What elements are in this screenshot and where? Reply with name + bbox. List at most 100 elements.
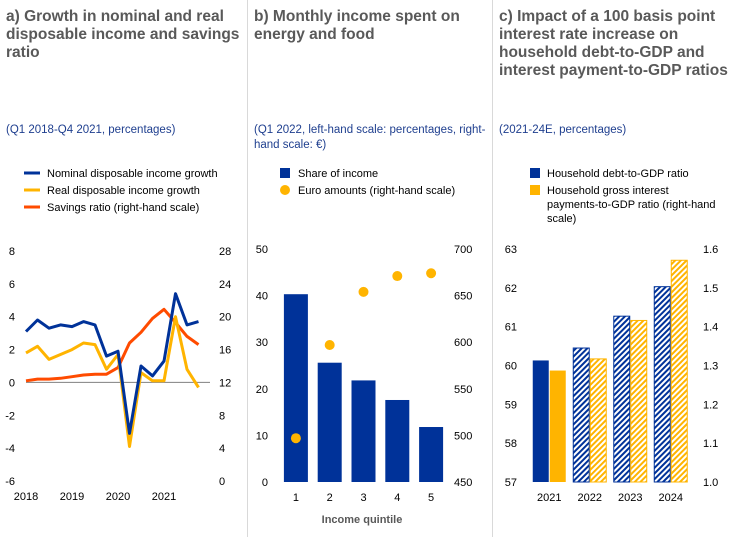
chart-a-x-tick: 2018	[14, 491, 38, 503]
chart-a-yright-tick: 20	[219, 312, 231, 324]
chart-c-axes: 57 58 59 60 61 62 63 1.0 1.1 1.2 1.3 1.4 1.5 1.6 2021 2…	[505, 244, 719, 504]
divider-a-b	[247, 0, 248, 537]
chart-a-subtitle: (Q1 2018-Q4 2021, percentages)	[6, 124, 176, 136]
panel-a: a) Growth in nominal and real disposable…	[0, 0, 247, 537]
chart-c-yleft-tick: 62	[505, 283, 517, 295]
chart-c-bars	[532, 259, 688, 483]
chart-b-yright-tick: 600	[454, 337, 472, 349]
chart-a-yright-tick: 16	[219, 345, 231, 357]
legend-b: Share of income Euro amounts (right-hand…	[280, 168, 455, 197]
chart-c-title: c) Impact of a 100 basis point interest …	[499, 8, 728, 79]
chart-b-dot	[358, 286, 369, 297]
chart-a-yleft-tick: 2	[9, 345, 15, 357]
chart-b-yleft-tick: 10	[256, 430, 268, 442]
chart-b-bar	[317, 362, 342, 482]
legend-a: Nominal disposable income growth Real di…	[24, 168, 218, 214]
chart-c-yright-tick: 1.6	[703, 244, 718, 256]
chart-a-yright-tick: 24	[219, 279, 231, 291]
chart-a-yleft-tick: -2	[5, 410, 15, 422]
chart-c-yleft-tick: 58	[505, 438, 517, 450]
chart-c-yright-tick: 1.2	[703, 399, 718, 411]
chart-b-yleft-tick: 50	[256, 244, 268, 256]
chart-b-yright-tick: 550	[454, 384, 472, 396]
legend-label-debt: Household debt-to-GDP ratio	[547, 168, 689, 180]
chart-c-yleft-tick: 59	[505, 399, 517, 411]
chart-b-dot	[392, 271, 403, 282]
chart-c-x-tick: 2024	[659, 492, 683, 504]
chart-c-yright-tick: 1.3	[703, 361, 718, 373]
chart-b-bar	[385, 399, 410, 482]
chart-b-yleft-tick: 20	[256, 384, 268, 396]
chart-c-bar-debt	[653, 286, 671, 483]
chart-a-x-tick: 2019	[60, 491, 84, 503]
legend-label-real: Real disposable income growth	[47, 185, 200, 197]
chart-b-yleft-tick: 40	[256, 291, 268, 303]
chart-b-x-tick: 3	[360, 492, 366, 504]
chart-c-bar-debt	[532, 360, 549, 482]
chart-b-marks	[283, 268, 444, 482]
chart-c-bar-interest	[589, 358, 607, 483]
chart-b-yright-tick: 450	[454, 477, 472, 489]
chart-c-svg: Household debt-to-GDP ratio Household gr…	[505, 168, 719, 504]
legend-swatch-debt	[530, 168, 540, 178]
chart-a-yleft-tick: -4	[5, 443, 15, 455]
legend-label-share: Share of income	[298, 168, 378, 180]
chart-b-subtitle: (Q1 2022, left-hand scale: percentages, …	[254, 124, 486, 151]
chart-a-yright-tick: 8	[219, 410, 225, 422]
chart-a-svg: Nominal disposable income growth Real di…	[5, 168, 231, 503]
chart-b-yleft-tick: 30	[256, 337, 268, 349]
chart-b-dot	[324, 339, 335, 350]
legend-label-interest-line2: payments-to-GDP ratio (right-hand	[547, 199, 716, 211]
chart-c-bar-interest	[549, 370, 566, 482]
chart-a-yleft-tick: 8	[9, 246, 15, 258]
chart-a-title: a) Growth in nominal and real disposable…	[6, 8, 240, 61]
panel-c: c) Impact of a 100 basis point interest …	[493, 0, 744, 537]
chart-b-yright-tick: 700	[454, 244, 472, 256]
chart-c-bar-debt	[613, 315, 631, 483]
chart-b-x-tick: 5	[428, 492, 434, 504]
chart-c-yright-tick: 1.1	[703, 438, 718, 450]
chart-b-yright-tick: 500	[454, 430, 472, 442]
legend-label-interest-line1: Household gross interest	[547, 185, 669, 197]
chart-c-yleft-tick: 57	[505, 477, 517, 489]
chart-b-title: b) Monthly income spent on energy and fo…	[254, 8, 460, 43]
chart-a-yright-tick: 12	[219, 377, 231, 389]
chart-a-yright-tick: 0	[219, 476, 225, 488]
divider-b-c	[492, 0, 493, 537]
legend-swatch-euro	[280, 185, 290, 195]
chart-c-yright-tick: 1.0	[703, 477, 718, 489]
chart-b-bar	[419, 427, 444, 482]
chart-c-yleft-tick: 63	[505, 244, 517, 256]
chart-a-yright-tick: 4	[219, 443, 225, 455]
chart-c-yright-tick: 1.5	[703, 283, 718, 295]
legend-swatch-share	[280, 168, 290, 178]
chart-b-x-tick: 2	[327, 492, 333, 504]
chart-b-bar	[351, 380, 376, 482]
chart-b-x-tick: 4	[394, 492, 400, 504]
legend-c: Household debt-to-GDP ratio Household gr…	[530, 168, 719, 225]
legend-label-interest: Household gross interest payments-to-GDP…	[547, 185, 719, 225]
chart-a-series-line	[25, 315, 200, 448]
legend-label-nominal: Nominal disposable income growth	[47, 168, 218, 180]
chart-c-yleft-tick: 61	[505, 322, 517, 334]
chart-a-series-line	[24, 292, 199, 435]
legend-label-interest-line3: scale)	[547, 213, 576, 225]
chart-b-axes: 0 10 20 30 40 50 450 500 550 600 650 700 1 2 3 4 5	[256, 244, 473, 504]
chart-c-x-tick: 2022	[578, 492, 602, 504]
legend-label-savings: Savings ratio (right-hand scale)	[47, 202, 199, 214]
chart-c-bar-debt	[572, 347, 590, 483]
chart-a-yleft-tick: 4	[9, 312, 15, 324]
chart-a-x-tick: 2020	[106, 491, 130, 503]
chart-a-yleft-tick: 0	[9, 377, 15, 389]
chart-a-series-line	[25, 307, 200, 383]
chart-c-x-tick: 2023	[618, 492, 642, 504]
chart-c-yright-tick: 1.4	[703, 322, 718, 334]
chart-b-yright-tick: 650	[454, 291, 472, 303]
chart-b-dot	[426, 268, 437, 279]
chart-a-lines	[24, 292, 200, 448]
chart-c-bar-interest	[670, 259, 688, 483]
chart-c-x-tick: 2021	[537, 492, 561, 504]
chart-b-x-tick: 1	[293, 492, 299, 504]
legend-label-euro: Euro amounts (right-hand scale)	[298, 185, 455, 197]
chart-b-yleft-tick: 0	[262, 477, 268, 489]
